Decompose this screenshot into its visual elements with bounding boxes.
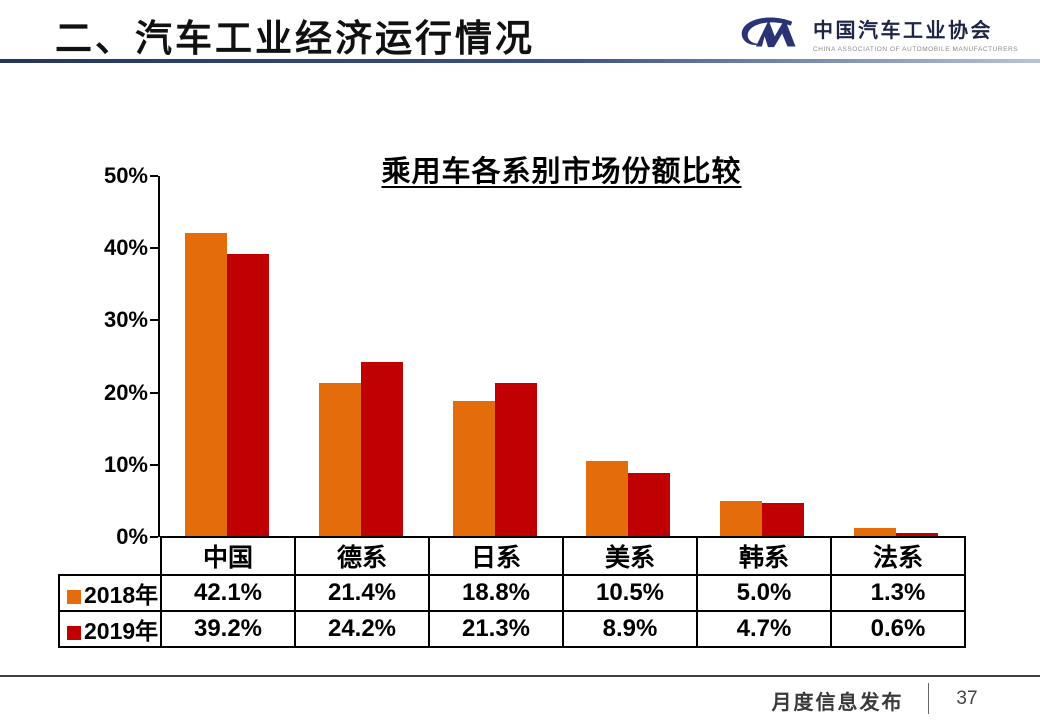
org-logo-text: 中国汽车工业协会 CHINA ASSOCIATION OF AUTOMOBILE…	[813, 10, 1018, 53]
bar-2019年-德系	[360, 362, 403, 537]
y-axis-label: 40%	[103, 235, 148, 261]
chart-data-table: 中国 德系 日系 美系 韩系 法系 2018年 42.1% 21.4% 18.8% 10.5% 5.…	[58, 536, 966, 648]
bar-2018年-德系	[318, 382, 361, 537]
category-header-韩系: 韩系	[696, 536, 832, 576]
bar-2019年-美系	[628, 472, 671, 537]
org-name-en: CHINA ASSOCIATION OF AUTOMOBILE MANUFACT…	[813, 46, 1019, 53]
category-header-德系: 德系	[294, 536, 430, 576]
y-axis-tick	[150, 319, 158, 322]
y-axis-line	[158, 176, 160, 537]
y-axis-label: 0%	[116, 524, 148, 549]
bar-2018年-日系	[452, 401, 495, 537]
y-axis-label: 20%	[103, 379, 148, 405]
footer-vertical-divider	[928, 683, 929, 714]
footer-label: 月度信息发布	[771, 692, 904, 714]
value-cell-2018年-韩系: 5.0%	[696, 574, 832, 612]
value-cell-2019年-中国: 39.2%	[160, 610, 296, 648]
bar-2018年-美系	[586, 461, 629, 537]
legend-cell-2018年: 2018年	[58, 574, 162, 612]
page-title: 二、汽车工业经济运行情况	[55, 18, 535, 59]
bar-2018年-法系	[854, 527, 897, 537]
footer-divider-line	[0, 675, 1040, 677]
header-divider	[0, 59, 1040, 63]
bar-2019年-中国	[226, 253, 269, 537]
category-header-中国: 中国	[160, 536, 296, 576]
bar-2019年-韩系	[762, 503, 805, 537]
series-row-2019: 2019年 39.2% 24.2% 21.3% 8.9% 4.7% 0.6%	[58, 610, 966, 648]
legend-swatch-2018年	[67, 590, 81, 604]
y-axis-tick	[150, 536, 158, 538]
page-number: 37	[956, 688, 978, 709]
y-axis-tick	[150, 247, 158, 250]
category-header-法系: 法系	[830, 536, 966, 576]
value-cell-2018年-美系: 10.5%	[562, 574, 698, 612]
bar-2018年-韩系	[720, 500, 763, 537]
category-header-日系: 日系	[428, 536, 564, 576]
legend-cell-2019年: 2019年	[58, 610, 162, 648]
value-cell-2018年-日系: 18.8%	[428, 574, 564, 612]
y-axis-label: 30%	[103, 307, 148, 333]
bar-chart-plot	[160, 176, 963, 537]
org-logo: 中国汽车工业协会 CHINA ASSOCIATION OF AUTOMOBILE…	[733, 10, 1018, 56]
value-cell-2019年-韩系: 4.7%	[696, 610, 832, 648]
cam-logo-icon	[741, 17, 796, 48]
category-header-美系: 美系	[562, 536, 698, 576]
y-axis-tick	[150, 175, 158, 177]
y-axis-tick	[150, 463, 158, 466]
category-header-row: 中国 德系 日系 美系 韩系 法系	[59, 536, 966, 576]
y-axis-label: 50%	[103, 163, 148, 188]
y-axis-labels: 50% 40% 30% 20% 10% 0%	[88, 163, 148, 549]
y-axis-label: 10%	[103, 451, 148, 477]
value-cell-2018年-中国: 42.1%	[160, 574, 296, 612]
value-cell-2018年-德系: 21.4%	[294, 574, 430, 612]
value-cell-2019年-日系: 21.3%	[428, 610, 564, 648]
value-cell-2019年-法系: 0.6%	[830, 610, 966, 648]
y-axis-ticks	[150, 175, 158, 538]
bar-2018年-中国	[184, 233, 227, 537]
series-row-2018: 2018年 42.1% 21.4% 18.8% 10.5% 5.0% 1.3%	[58, 574, 966, 612]
chart-title: 乘用车各系别市场份额比较	[381, 156, 742, 188]
bar-2019年-法系	[896, 532, 939, 537]
legend-label: 2018年	[84, 582, 159, 608]
bar-2019年-日系	[494, 383, 537, 537]
value-cell-2019年-美系: 8.9%	[562, 610, 698, 648]
value-cell-2019年-德系: 24.2%	[294, 610, 430, 648]
legend-label: 2019年	[84, 618, 159, 644]
org-name-cn: 中国汽车工业协会	[813, 20, 993, 42]
value-cell-2018年-法系: 1.3%	[830, 574, 966, 612]
legend-swatch-2019年	[67, 626, 81, 640]
y-axis-tick	[150, 391, 158, 394]
